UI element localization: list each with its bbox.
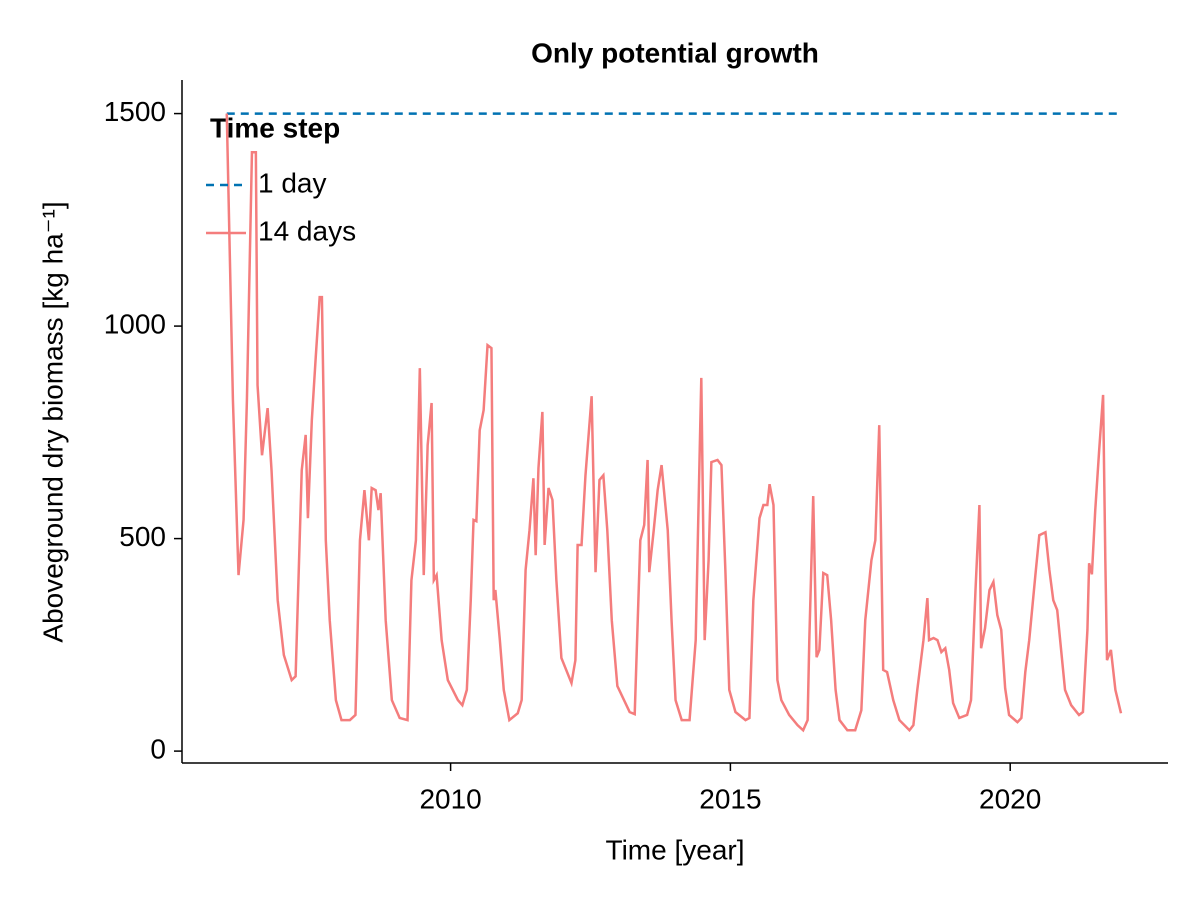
legend-label: 1 day [258, 167, 327, 198]
chart-title: Only potential growth [531, 37, 819, 68]
x-axis-label: Time [year] [606, 834, 745, 865]
x-tick-label: 2010 [419, 783, 481, 814]
series-line [225, 113, 1123, 733]
legend-label: 14 days [258, 215, 356, 246]
y-tick-label: 1000 [104, 308, 166, 339]
y-axis-label: Aboveground dry biomass [kg ha⁻¹] [37, 201, 68, 642]
x-tick-label: 2015 [699, 783, 761, 814]
y-tick-label: 500 [119, 521, 166, 552]
y-tick-label: 1500 [104, 96, 166, 127]
legend-title: Time step [210, 112, 340, 143]
y-tick-label: 0 [150, 733, 166, 764]
x-tick-label: 2020 [979, 783, 1041, 814]
